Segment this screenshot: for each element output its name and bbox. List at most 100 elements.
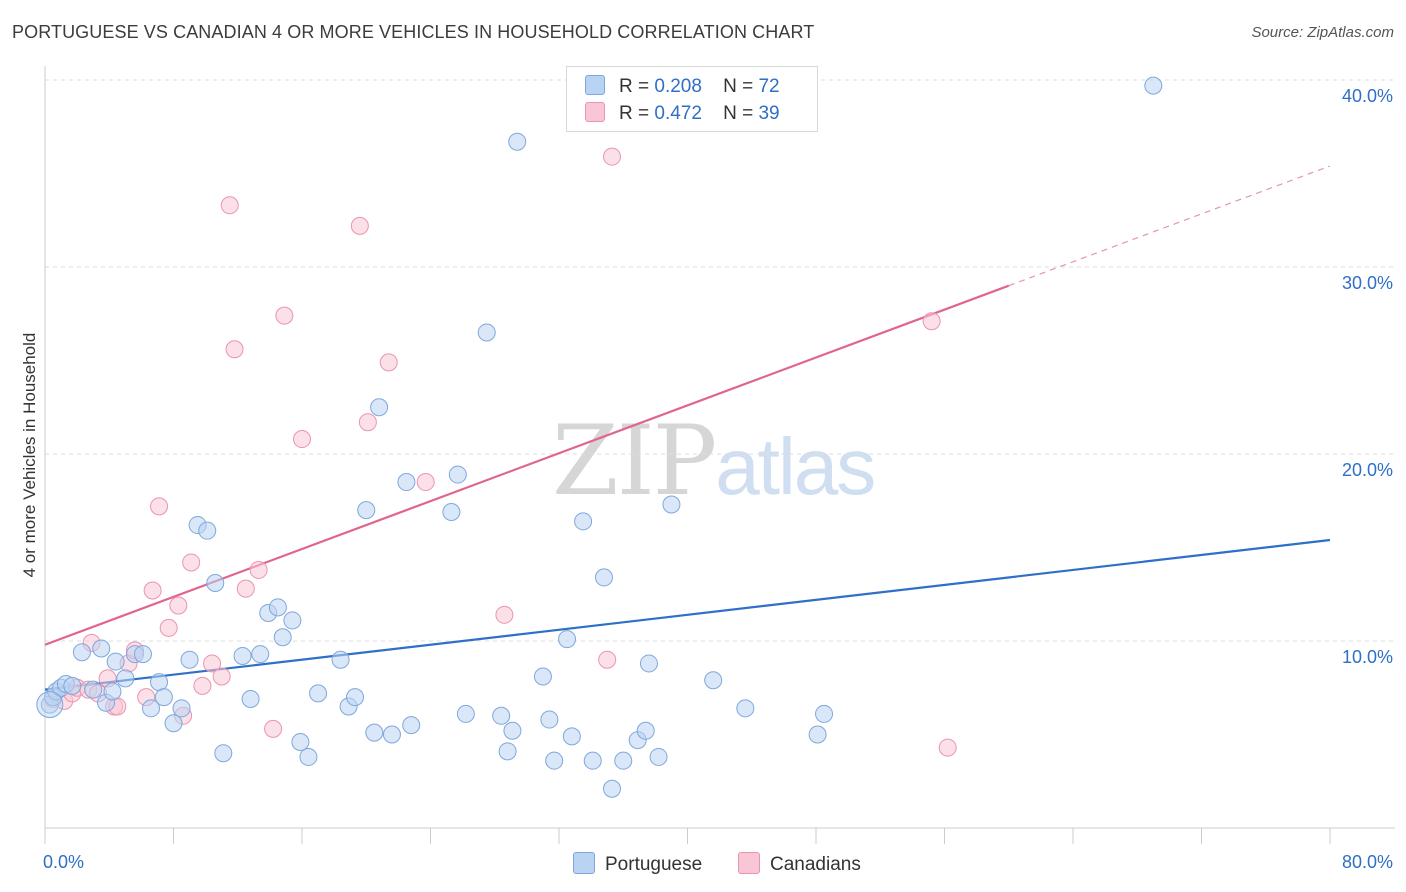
point-portuguese: [815, 704, 834, 723]
y-tick-label: 10.0%: [1341, 647, 1393, 667]
source-label: Source: ZipAtlas.com: [1251, 24, 1394, 41]
point-portuguese: [241, 689, 260, 708]
watermark-zip: ZIP: [552, 405, 717, 517]
point-portuguese: [448, 465, 467, 484]
y-tick-label: 20.0%: [1341, 460, 1393, 480]
point-portuguese: [268, 598, 287, 617]
point-portuguese: [636, 721, 655, 740]
point-portuguese: [503, 721, 522, 740]
point-portuguese: [150, 673, 169, 692]
legend-swatch-portuguese: [585, 75, 605, 95]
point-portuguese: [442, 502, 461, 521]
point-portuguese: [456, 704, 475, 723]
legend-r-value-portuguese: 0.208: [654, 76, 702, 97]
point-canadians: [159, 618, 178, 637]
watermark-atlas: atlas: [715, 422, 876, 511]
legend-r-label: R =: [619, 103, 650, 124]
point-portuguese: [172, 699, 191, 718]
point-portuguese: [103, 682, 122, 701]
bottom-legend-canadians: Canadians: [738, 852, 861, 876]
point-portuguese: [72, 643, 91, 662]
point-canadians: [938, 738, 957, 757]
point-portuguese: [206, 574, 225, 593]
point-portuguese: [562, 727, 581, 746]
point-portuguese: [154, 688, 173, 707]
point-portuguese: [214, 744, 233, 763]
point-canadians: [193, 676, 212, 695]
bottom-legend-swatch-canadians: [738, 852, 760, 874]
point-portuguese: [397, 473, 416, 492]
data-points: [36, 76, 1163, 798]
point-portuguese: [558, 630, 577, 649]
point-canadians: [249, 560, 268, 579]
legend-n-value-canadians: 39: [758, 103, 780, 124]
legend-swatch-canadians: [585, 102, 605, 122]
point-portuguese: [370, 398, 389, 417]
point-portuguese: [402, 716, 421, 735]
point-portuguese: [291, 732, 310, 751]
trend-lines: [44, 165, 1331, 691]
point-canadians: [358, 413, 377, 432]
point-canadians: [922, 312, 941, 331]
point-portuguese: [233, 646, 252, 665]
point-portuguese: [662, 495, 681, 514]
point-canadians: [220, 196, 239, 215]
point-portuguese: [540, 710, 559, 729]
point-portuguese: [574, 512, 593, 531]
point-portuguese: [614, 751, 633, 770]
point-portuguese: [309, 684, 328, 703]
point-portuguese: [346, 688, 365, 707]
point-portuguese: [382, 725, 401, 744]
trend-line-canadians-extension: [1008, 165, 1331, 287]
point-portuguese: [594, 568, 613, 587]
bottom-legend-label-portuguese: Portuguese: [605, 854, 703, 875]
point-canadians: [212, 667, 231, 686]
point-portuguese: [492, 706, 511, 725]
point-canadians: [379, 353, 398, 372]
point-portuguese: [251, 645, 270, 664]
point-portuguese: [545, 751, 564, 770]
x-tick-label: 0.0%: [43, 852, 85, 872]
point-portuguese: [649, 747, 668, 766]
bottom-legend-portuguese: Portuguese: [573, 852, 702, 876]
point-portuguese: [116, 669, 135, 688]
point-canadians: [236, 579, 255, 598]
point-canadians: [603, 147, 622, 166]
watermark: ZIPatlas: [552, 405, 876, 517]
point-canadians: [350, 216, 369, 235]
legend-n-label: N =: [723, 76, 754, 97]
point-portuguese: [299, 747, 318, 766]
legend-n-value-portuguese: 72: [758, 76, 780, 97]
point-portuguese: [603, 779, 622, 798]
point-canadians: [275, 306, 294, 325]
point-canadians: [182, 553, 201, 572]
point-canadians: [598, 650, 617, 669]
point-canadians: [225, 340, 244, 359]
point-portuguese: [331, 650, 350, 669]
legend-n-label: N =: [723, 103, 754, 124]
point-canadians: [169, 596, 188, 615]
point-canadians: [293, 430, 311, 449]
point-portuguese: [533, 667, 552, 686]
bottom-legend-label-canadians: Canadians: [770, 854, 861, 875]
axes: [44, 66, 1395, 844]
point-portuguese: [583, 751, 602, 770]
legend-r-label: R =: [619, 76, 650, 97]
point-portuguese: [133, 645, 152, 664]
point-portuguese: [639, 654, 658, 673]
point-portuguese: [1144, 76, 1163, 95]
point-portuguese: [736, 699, 755, 718]
legend-row-canadians: R = 0.472 N = 39: [585, 102, 780, 124]
point-portuguese: [198, 521, 217, 540]
point-portuguese: [180, 650, 199, 669]
point-portuguese: [36, 691, 64, 719]
point-portuguese: [142, 699, 161, 718]
point-canadians: [495, 605, 514, 624]
point-canadians: [143, 581, 162, 600]
bottom-legend-swatch-portuguese: [573, 852, 595, 874]
point-portuguese: [164, 714, 183, 733]
point-portuguese: [92, 639, 111, 658]
point-portuguese: [63, 676, 82, 695]
point-portuguese: [357, 501, 376, 520]
